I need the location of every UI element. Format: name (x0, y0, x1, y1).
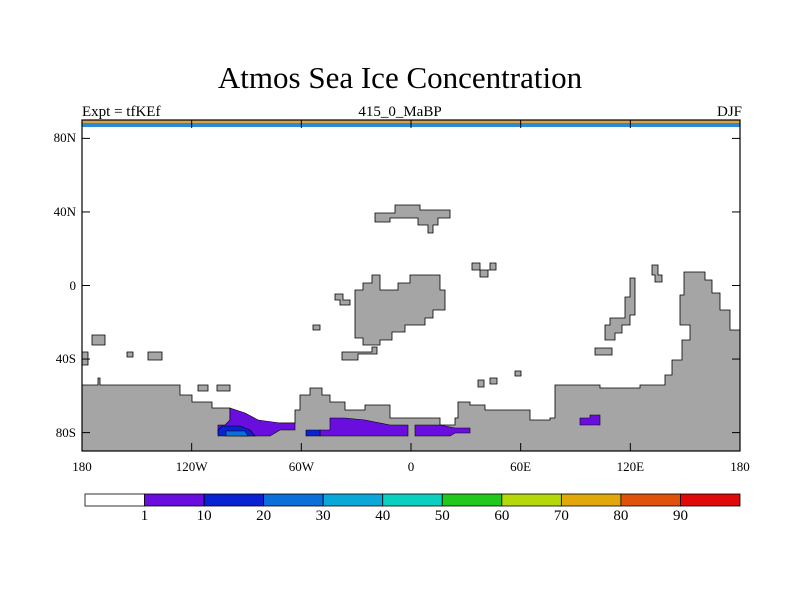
land-western-islet-1 (91, 334, 106, 346)
sea-ice-10pct-center (319, 417, 409, 437)
lat-tick-label: 40S (55, 351, 76, 367)
sea-ice-20pct-center (305, 429, 321, 437)
colorbar-label: 30 (315, 508, 331, 524)
lon-tick-label: 120W (175, 459, 208, 474)
lat-tick-label: 0 (69, 277, 77, 293)
land-mid-islet-2 (489, 377, 498, 385)
lon-tick-label: 180 (72, 459, 92, 474)
land-western-islet-3 (147, 351, 163, 361)
sea-ice-30pct-west (225, 430, 249, 437)
period-label: 415_0_MaBP (358, 104, 442, 120)
land-western-islet-4 (126, 351, 134, 358)
experiment-label: Expt = tfKEf (82, 104, 161, 120)
colorbar-swatch (203, 493, 265, 507)
land-small-island-1 (341, 346, 378, 361)
colorbar-swatch (382, 493, 443, 507)
land-eastern-islet (651, 264, 663, 283)
land-masses (81, 204, 741, 452)
sea-ice-10pct-far-east (579, 414, 601, 426)
land-eastern-peninsula (604, 277, 636, 341)
lat-tick-label: 80N (53, 130, 76, 146)
colorbar-swatch (441, 493, 503, 507)
colorbar-label: 1 (140, 508, 149, 524)
land-northern-continent (374, 204, 451, 234)
map-title: Atmos Sea Ice Concentration (217, 60, 583, 95)
colorbar-label: 50 (434, 508, 450, 524)
colorbar-swatch (501, 493, 562, 507)
land-central-continent (354, 274, 446, 346)
lon-tick-label: 120E (616, 459, 645, 474)
land-small-island-2 (334, 293, 351, 306)
lat-tick-label: 80S (55, 424, 76, 440)
colorbar-label: 90 (672, 508, 688, 524)
colorbar (84, 493, 741, 507)
colorbar-label: 70 (553, 508, 569, 524)
lon-tick-label: 60E (510, 459, 532, 474)
land-western-islet-6 (216, 384, 231, 392)
colorbar-label: 10 (196, 508, 212, 524)
lon-tick-label: 0 (407, 459, 415, 474)
land-western-islet-2 (81, 351, 89, 366)
land-northeast-islands (471, 262, 497, 278)
sea-ice-fields (217, 407, 601, 437)
land-eastern-strip (594, 347, 613, 356)
latitude-tick-marks (82, 137, 740, 434)
colorbar-label: 40 (375, 508, 391, 524)
lat-tick-label: 40N (53, 203, 76, 219)
land-western-islet-5 (197, 384, 209, 392)
longitude-tick-marks (81, 120, 741, 451)
season-label: DJF (716, 104, 742, 120)
land-mid-islet-1 (477, 379, 485, 388)
lon-tick-label: 180 (730, 459, 750, 474)
colorbar-label: 20 (256, 508, 272, 524)
colorbar-label: 60 (494, 508, 510, 524)
colorbar-swatch (620, 493, 681, 507)
colorbar-swatch (680, 493, 741, 507)
colorbar-swatch (322, 493, 384, 507)
sea-ice-10pct-east (414, 424, 471, 437)
colorbar-swatch (560, 493, 622, 507)
colorbar-swatch (263, 493, 324, 507)
colorbar-swatch (84, 493, 145, 507)
colorbar-label: 80 (613, 508, 629, 524)
lon-tick-label: 60W (288, 459, 314, 474)
colorbar-swatch (144, 493, 205, 507)
land-western-islet-7 (312, 324, 321, 331)
land-mid-islet-3 (514, 370, 522, 377)
